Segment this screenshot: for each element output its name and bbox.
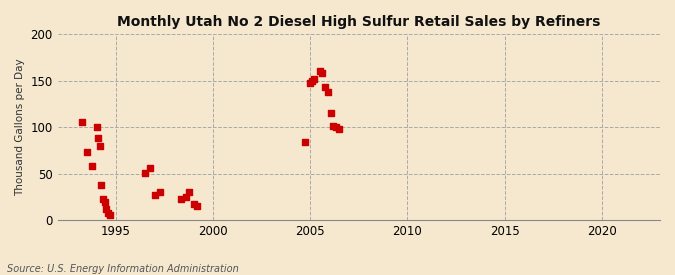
Point — [140, 170, 151, 175]
Y-axis label: Thousand Gallons per Day: Thousand Gallons per Day — [15, 58, 25, 196]
Point — [319, 85, 330, 89]
Point — [323, 90, 333, 94]
Point — [149, 193, 160, 197]
Point — [308, 77, 319, 81]
Point — [184, 190, 194, 194]
Point — [103, 210, 113, 215]
Point — [305, 81, 316, 85]
Point — [86, 164, 97, 169]
Point — [327, 124, 338, 128]
Point — [188, 202, 199, 207]
Point — [192, 204, 202, 208]
Point — [144, 166, 155, 170]
Point — [101, 207, 111, 211]
Point — [82, 150, 92, 155]
Point — [315, 69, 325, 74]
Point — [334, 127, 345, 131]
Point — [95, 144, 105, 148]
Point — [306, 79, 317, 83]
Text: Source: U.S. Energy Information Administration: Source: U.S. Energy Information Administ… — [7, 264, 238, 274]
Point — [155, 190, 165, 194]
Point — [331, 125, 342, 130]
Point — [300, 140, 310, 144]
Point — [326, 111, 337, 116]
Point — [96, 183, 107, 187]
Point — [98, 197, 109, 201]
Point — [104, 213, 115, 218]
Point — [316, 71, 327, 76]
Point — [91, 125, 102, 130]
Title: Monthly Utah No 2 Diesel High Sulfur Retail Sales by Refiners: Monthly Utah No 2 Diesel High Sulfur Ret… — [117, 15, 601, 29]
Point — [76, 119, 87, 124]
Point — [180, 195, 191, 199]
Point — [176, 197, 186, 201]
Point — [99, 199, 110, 204]
Point — [92, 136, 103, 141]
